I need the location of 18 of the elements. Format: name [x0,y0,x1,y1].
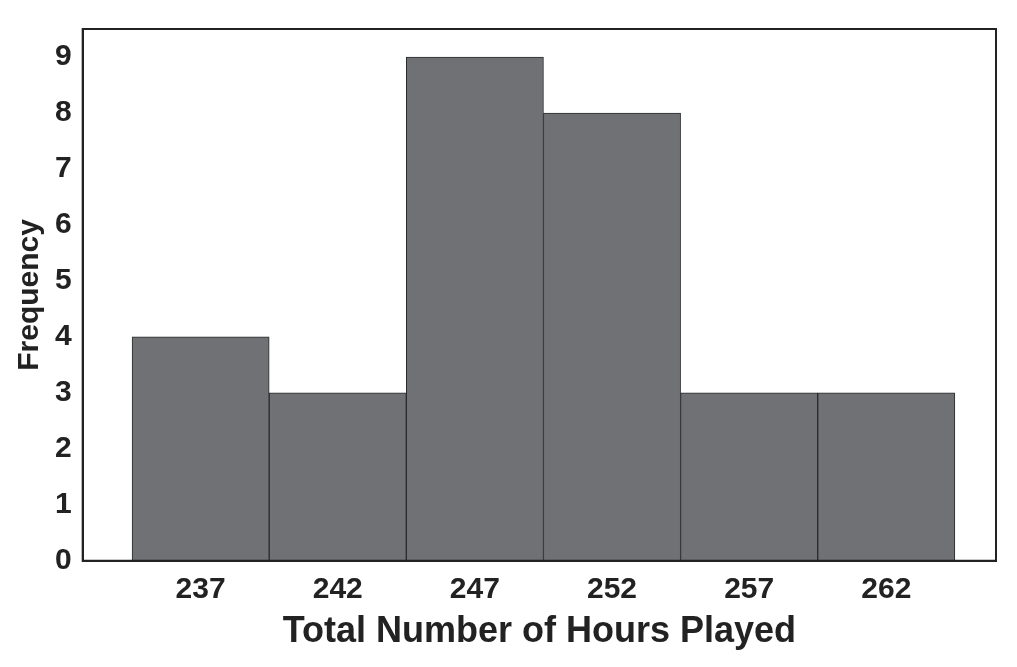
y-tick-label: 3 [55,374,72,408]
y-tick-label: 2 [55,430,72,464]
x-tick-label: 237 [175,571,226,605]
y-tick-label: 7 [55,150,72,184]
y-axis-title: Frequency [11,218,45,371]
x-tick-label: 247 [449,571,500,605]
x-tick-label: 257 [724,571,775,605]
x-tick-label: 242 [312,571,363,605]
y-tick-label: 5 [55,262,72,296]
x-axis-title: Total Number of Hours Played [282,609,797,651]
x-tick-label: 252 [586,571,638,605]
y-tick-label: 9 [55,38,72,72]
y-tick-label: 4 [55,318,72,352]
y-tick-label: 0 [55,542,72,576]
y-tick-label: 6 [55,206,72,240]
y-tick-label: 1 [55,486,72,520]
y-tick-label: 8 [55,94,72,128]
x-tick-label: 262 [861,571,912,605]
